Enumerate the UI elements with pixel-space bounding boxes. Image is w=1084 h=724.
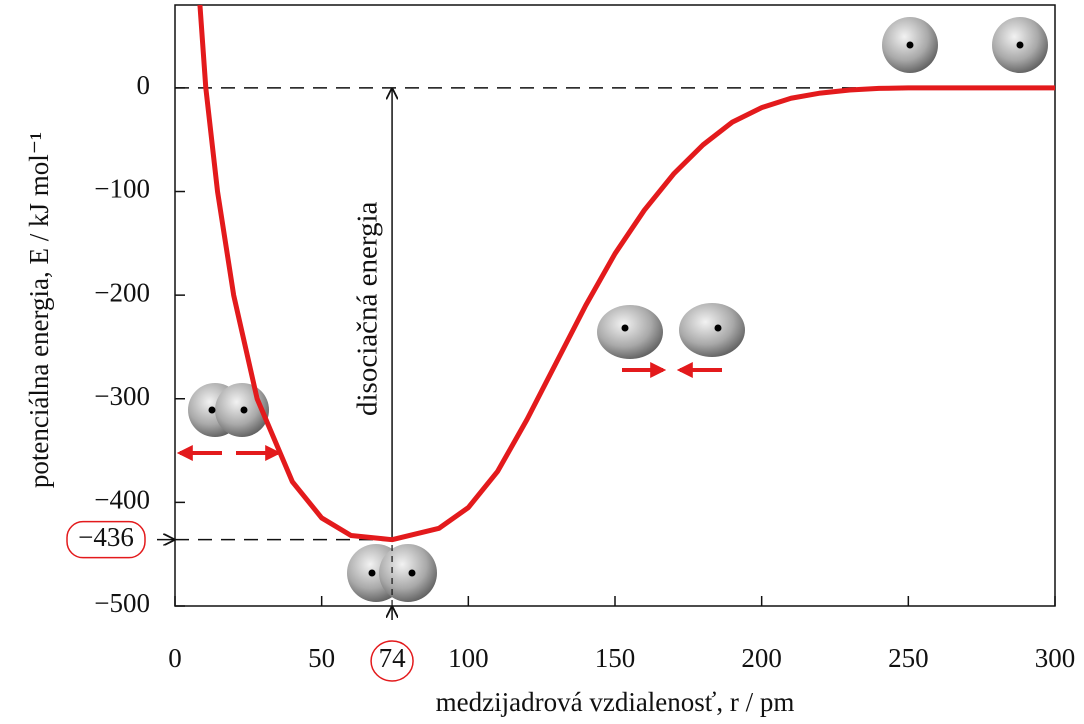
r-highlight-label: 74 [379, 643, 407, 673]
y-tick-label: 0 [137, 70, 151, 100]
plot-frame [174, 4, 1056, 607]
atoms [188, 17, 1048, 602]
y-tick-label: −500 [94, 588, 150, 618]
atom [379, 544, 437, 602]
y-tick-label: −300 [94, 381, 150, 411]
nucleus [906, 41, 914, 49]
atom [679, 303, 745, 357]
energy-curve [197, 4, 1055, 543]
y-tick-label: −400 [94, 485, 150, 515]
nucleus [240, 406, 248, 414]
x-tick-label: 0 [168, 643, 182, 673]
e-highlight-label: −436 [78, 522, 134, 552]
nucleus [714, 324, 722, 332]
x-tick-label: 100 [448, 643, 489, 673]
atom [597, 305, 663, 359]
motion-arrows [176, 362, 722, 461]
x-tick-label: 250 [888, 643, 929, 673]
x-tick-label: 200 [741, 643, 782, 673]
y-tick-label: −100 [94, 174, 150, 204]
r-highlight [370, 640, 414, 682]
x-tick-label: 150 [595, 643, 636, 673]
e-highlight [66, 520, 146, 559]
nucleus [1016, 41, 1024, 49]
nucleus [368, 569, 376, 577]
y-axis-label: potenciálna energia, E / kJ mol⁻¹ [24, 132, 54, 488]
nucleus [208, 406, 216, 414]
x-tick-label: 50 [308, 643, 335, 673]
x-tick-label: 300 [1035, 643, 1076, 673]
x-axis-label: medzijadrová vzdialenosť, r / pm [436, 687, 795, 717]
nucleus [621, 324, 629, 332]
y-tick-label: −200 [94, 277, 150, 307]
nucleus [408, 569, 416, 577]
dissociation-label: disociačná energia [352, 201, 384, 416]
